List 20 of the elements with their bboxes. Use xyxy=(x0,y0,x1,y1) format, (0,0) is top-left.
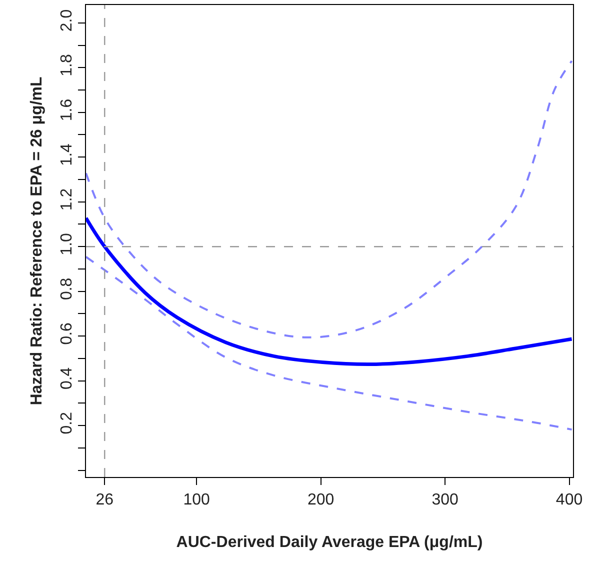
y-tick-label: 1.4 xyxy=(58,143,76,166)
x-tick-label: 300 xyxy=(432,491,458,508)
line-series xyxy=(86,60,573,338)
y-tick-label: 0.4 xyxy=(58,367,76,390)
y-tick-label: 0.8 xyxy=(58,278,76,300)
y-tick-label: 1.8 xyxy=(58,54,76,76)
y-tick-label: 0.6 xyxy=(58,322,76,345)
y-tick-label: 0.2 xyxy=(58,412,76,434)
x-tick-label: 26 xyxy=(96,491,114,508)
y-tick-label: 1.6 xyxy=(58,98,76,122)
x-axis-title: AUC-Derived Daily Average EPA (μg/mL) xyxy=(176,534,483,551)
y-tick-label: 2.0 xyxy=(58,9,76,32)
line-series xyxy=(86,256,573,431)
x-tick-label: 400 xyxy=(556,491,583,508)
x-tick-label: 200 xyxy=(307,491,334,508)
line-series xyxy=(86,216,573,366)
y-tick-label: 1.2 xyxy=(58,188,76,211)
x-tick-label: 100 xyxy=(183,491,210,508)
y-axis-title: Hazard Ratio: Reference to EPA = 26 μg/mL xyxy=(28,76,46,406)
y-tick-label: 1.0 xyxy=(58,232,76,256)
